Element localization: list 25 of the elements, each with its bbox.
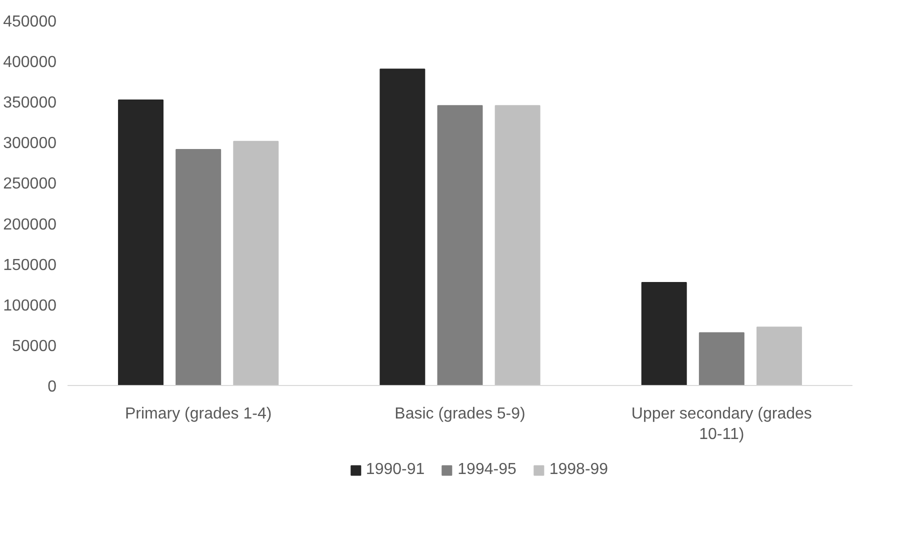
bar (641, 282, 687, 386)
bar (494, 105, 540, 386)
bar (437, 105, 483, 386)
y-tick-label: 450000 (3, 14, 57, 30)
x-tick-label: Basic (grades 5-9) (394, 406, 526, 422)
bar (756, 326, 802, 386)
y-tick-label: 250000 (3, 176, 57, 193)
legend-label: 1990-91 (366, 461, 425, 479)
bar (233, 140, 279, 386)
legend-label: 1994-95 (458, 461, 516, 479)
bar (118, 99, 164, 386)
y-tick-label: 350000 (3, 94, 57, 112)
y-tick-label: 400000 (3, 54, 57, 72)
y-tick-label: 300000 (3, 135, 57, 152)
y-tick-label: 150000 (3, 256, 57, 274)
y-tick-label: 100000 (3, 297, 57, 314)
y-tick-label: 50000 (12, 338, 57, 355)
legend-label: 1998-99 (549, 461, 608, 479)
x-tick-label: Primary (grades 1-4) (124, 406, 272, 422)
bar (380, 68, 426, 386)
x-tick-label: Upper secondary (grades 10-11) (631, 406, 812, 443)
bar (698, 332, 744, 386)
bar (176, 148, 222, 386)
y-tick-label: 200000 (3, 216, 57, 234)
y-tick-label: 0 (48, 378, 57, 396)
